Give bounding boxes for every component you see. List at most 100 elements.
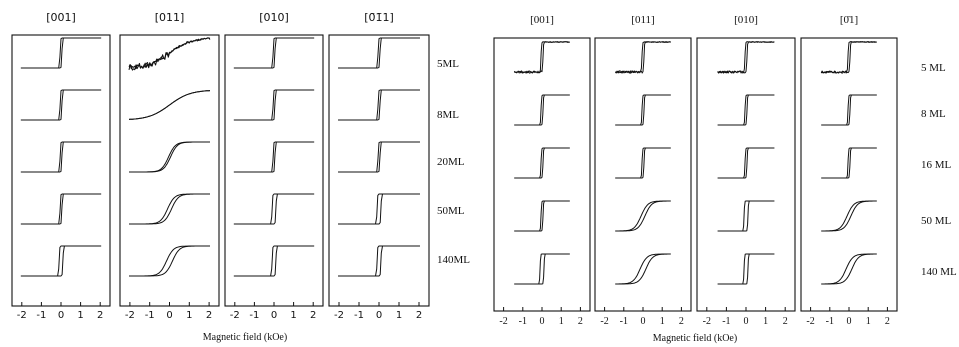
hysteresis-loop — [514, 200, 570, 232]
hysteresis-loop — [821, 200, 877, 232]
x-tick-label: 1 — [660, 316, 665, 327]
row-label: 5ML — [437, 58, 459, 70]
row-label: 16 ML — [921, 159, 952, 171]
row-label: 50 ML — [921, 215, 952, 227]
x-tick-label: 0 — [166, 310, 172, 321]
x-tick-label: 0 — [847, 316, 852, 327]
hysteresis-loop — [233, 89, 315, 121]
x-tick-label: -1 — [249, 310, 259, 321]
x-tick-label: 1 — [77, 310, 83, 321]
row-label: 140 ML — [921, 266, 957, 278]
hysteresis-loop — [514, 41, 570, 74]
hysteresis-loop — [615, 147, 671, 179]
row-label: 20ML — [437, 156, 465, 168]
column-title: [001] — [530, 14, 554, 26]
hysteresis-loop — [615, 94, 671, 126]
row-label: 50ML — [437, 205, 465, 217]
x-tick-label: -2 — [230, 310, 240, 321]
row-label: 8ML — [437, 109, 459, 121]
hysteresis-loop — [129, 245, 210, 277]
hysteresis-loop — [821, 253, 877, 285]
x-tick-label: 0 — [540, 316, 545, 327]
hysteresis-loop — [514, 253, 570, 285]
hysteresis-loop — [614, 41, 671, 74]
column-title: [011] — [155, 11, 185, 24]
hysteresis-loop — [615, 200, 671, 232]
hysteresis-loop — [338, 245, 420, 277]
x-tick-label: 1 — [290, 310, 296, 321]
x-tick-label: -2 — [600, 316, 608, 327]
hysteresis-loop — [514, 94, 570, 126]
hysteresis-loop — [233, 245, 315, 277]
x-tick-label: -2 — [499, 316, 507, 327]
x-axis-label: Magnetic field (kOe) — [653, 333, 737, 344]
hysteresis-loop — [717, 253, 775, 285]
hysteresis-loop — [233, 193, 315, 225]
hysteresis-loop — [717, 94, 775, 126]
hysteresis-loop — [129, 193, 210, 225]
x-tick-label: 2 — [97, 310, 103, 321]
hysteresis-loop — [20, 37, 102, 69]
column-title: [011] — [631, 14, 654, 26]
x-tick-label: 2 — [310, 310, 316, 321]
x-tick-label: -2 — [334, 310, 344, 321]
x-tick-label: 0 — [271, 310, 277, 321]
hysteresis-loop — [20, 245, 102, 277]
hysteresis-loop — [514, 253, 570, 285]
hysteresis-loop — [20, 245, 102, 277]
hysteresis-loop — [821, 200, 877, 232]
hysteresis-loop — [717, 200, 775, 232]
x-tick-label: 1 — [186, 310, 192, 321]
hysteresis-loop — [129, 141, 210, 173]
hysteresis-loop — [338, 37, 420, 69]
hysteresis-loop — [821, 147, 877, 179]
hysteresis-loop — [20, 89, 102, 121]
column-title: [010] — [259, 11, 289, 24]
x-tick-label: -2 — [703, 316, 711, 327]
hysteresis-loop — [128, 37, 211, 71]
x-tick-label: -1 — [354, 310, 364, 321]
x-tick-label: 0 — [744, 316, 749, 327]
column-title: [0̄1] — [840, 14, 858, 26]
hysteresis-loop — [615, 200, 671, 232]
hysteresis-loop — [821, 94, 877, 126]
hysteresis-loop — [820, 41, 877, 74]
hysteresis-loop — [615, 253, 671, 285]
x-tick-label: -1 — [826, 316, 834, 327]
x-tick-label: -1 — [36, 310, 46, 321]
x-tick-label: 0 — [376, 310, 382, 321]
panel-frame — [119, 34, 220, 307]
figure-right-panel: [001] -2 -1 0 1 2 [011] -2 -1 0 1 2 [010] -2 -1 0 1 2 [0̄1… — [493, 14, 957, 344]
x-tick-label: -1 — [722, 316, 730, 327]
hysteresis-loop — [615, 253, 671, 285]
x-tick-label: 2 — [885, 316, 890, 327]
x-tick-label: 2 — [206, 310, 212, 321]
hysteresis-loop — [338, 245, 420, 277]
row-label: 140ML — [437, 254, 470, 266]
x-tick-label: 0 — [641, 316, 646, 327]
x-tick-label: -1 — [620, 316, 628, 327]
hysteresis-loop — [233, 37, 315, 69]
hysteresis-loop — [20, 141, 102, 173]
hysteresis-loop — [821, 253, 877, 285]
x-tick-label: 2 — [416, 310, 422, 321]
hysteresis-loop — [338, 141, 420, 173]
hysteresis-loop — [338, 193, 420, 225]
hysteresis-loop — [233, 141, 315, 173]
row-label: 8 ML — [921, 108, 946, 120]
x-axis-label: Magnetic field (kOe) — [203, 332, 287, 343]
x-tick-label: 2 — [679, 316, 684, 327]
column-title: [0̄1̄1] — [364, 11, 394, 24]
x-tick-label: -1 — [145, 310, 155, 321]
x-tick-label: -2 — [806, 316, 814, 327]
row-label: 5 ML — [921, 62, 946, 74]
hysteresis-loop — [233, 193, 315, 225]
x-tick-label: 1 — [763, 316, 768, 327]
x-tick-label: -2 — [17, 310, 27, 321]
x-tick-label: 1 — [396, 310, 402, 321]
hysteresis-loop — [338, 89, 420, 121]
hysteresis-loop — [717, 41, 775, 74]
x-tick-label: 0 — [58, 310, 64, 321]
hysteresis-loop — [233, 245, 315, 277]
x-tick-label: 2 — [783, 316, 788, 327]
